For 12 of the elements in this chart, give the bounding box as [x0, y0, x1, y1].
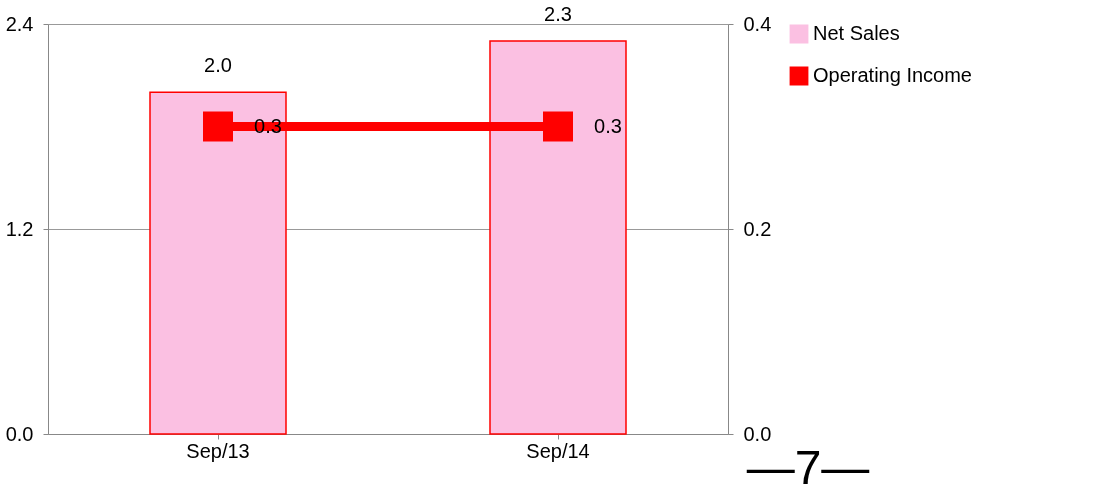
- y-tick-label: 1.2: [5, 217, 34, 240]
- y2-tick-label: 0.2: [743, 217, 772, 240]
- x-tick-label: Sep/13: [186, 439, 250, 462]
- y-tick-label: 2.4: [5, 12, 34, 35]
- x-tick-label: Sep/14: [526, 439, 590, 462]
- data-label: 0.3: [594, 114, 622, 137]
- y-tick-label: 0.0: [5, 422, 34, 445]
- legend-label: Operating Income: [813, 64, 972, 86]
- y2-tick-label: 0.4: [743, 12, 772, 35]
- legend-label: Net Sales: [813, 22, 900, 44]
- data-label: 2.0: [204, 54, 232, 77]
- data-label: 2.3: [544, 3, 572, 26]
